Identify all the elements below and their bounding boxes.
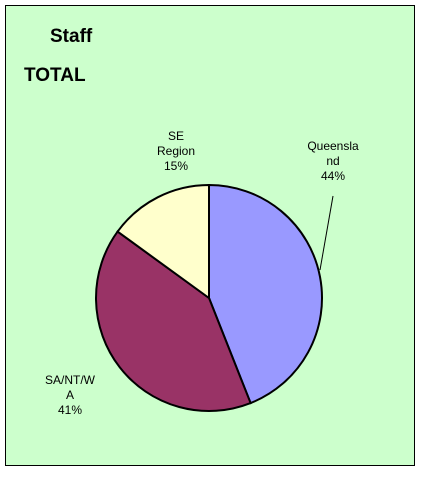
chart-title: Staff TOTAL xyxy=(24,26,93,86)
value-label: 44% xyxy=(321,169,345,183)
slice-label: SA/NT/W A41% xyxy=(45,373,96,417)
category-label: Queensla nd xyxy=(307,139,359,168)
pie-slice xyxy=(116,183,210,300)
pie-slice xyxy=(208,183,323,405)
pie-slice xyxy=(95,230,252,412)
category-label: SA/NT/W A xyxy=(45,373,96,402)
leader-line xyxy=(319,195,334,271)
category-label: SE Region xyxy=(157,129,195,158)
value-label: 15% xyxy=(164,159,188,173)
value-label: 41% xyxy=(58,403,82,417)
